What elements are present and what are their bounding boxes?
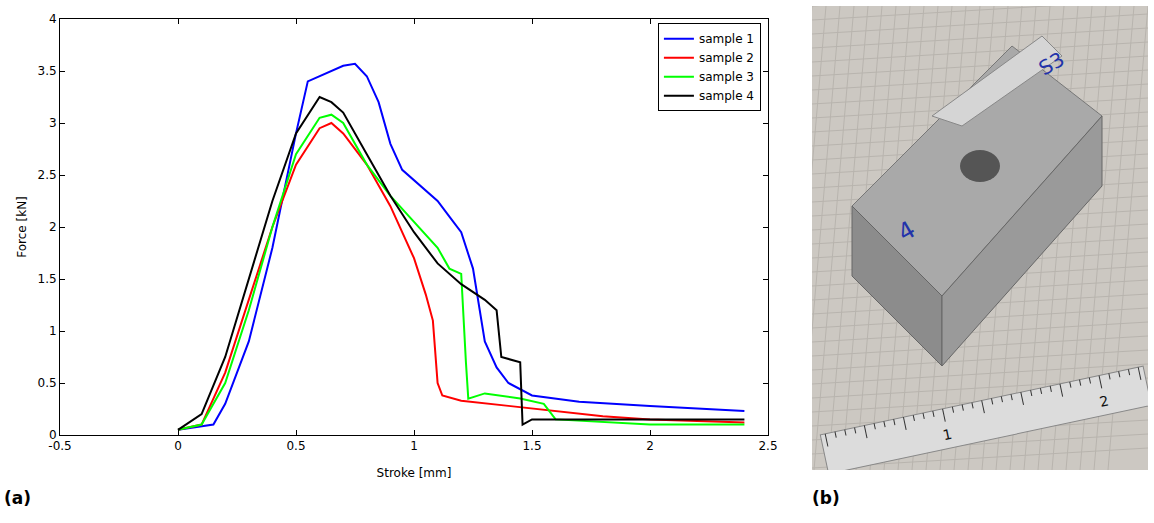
svg-text:2.5: 2.5 — [38, 168, 57, 182]
svg-text:1.5: 1.5 — [38, 272, 57, 286]
svg-text:sample 4: sample 4 — [699, 89, 754, 103]
svg-text:2: 2 — [49, 220, 57, 234]
svg-text:1.5: 1.5 — [522, 439, 541, 453]
svg-text:S3: S3 — [1035, 47, 1069, 80]
svg-text:4: 4 — [49, 12, 57, 26]
html-text:(b): (b) — [812, 488, 840, 508]
svg-text:0.5: 0.5 — [38, 376, 57, 390]
svg-text:2: 2 — [646, 439, 654, 453]
svg-text:sample 1: sample 1 — [699, 32, 754, 46]
svg-text:Force [kN]: Force [kN] — [15, 196, 29, 258]
svg-text:-0.5: -0.5 — [48, 439, 71, 453]
svg-text:2.5: 2.5 — [758, 439, 777, 453]
svg-text:3: 3 — [49, 116, 57, 130]
svg-text:Stroke [mm]: Stroke [mm] — [377, 466, 452, 480]
svg-text:1: 1 — [49, 324, 57, 338]
svg-text:0.5: 0.5 — [286, 439, 305, 453]
svg-text:1: 1 — [410, 439, 418, 453]
svg-text:4: 4 — [893, 215, 920, 247]
svg-text:sample 2: sample 2 — [699, 51, 754, 65]
svg-text:sample 3: sample 3 — [699, 70, 754, 84]
svg-text:0: 0 — [174, 439, 182, 453]
svg-text:0: 0 — [49, 428, 57, 442]
html-text:(a): (a) — [4, 488, 31, 508]
svg-text:3.5: 3.5 — [38, 64, 57, 78]
svg-text:1: 1 — [941, 426, 953, 444]
svg-text:2: 2 — [1098, 392, 1110, 410]
